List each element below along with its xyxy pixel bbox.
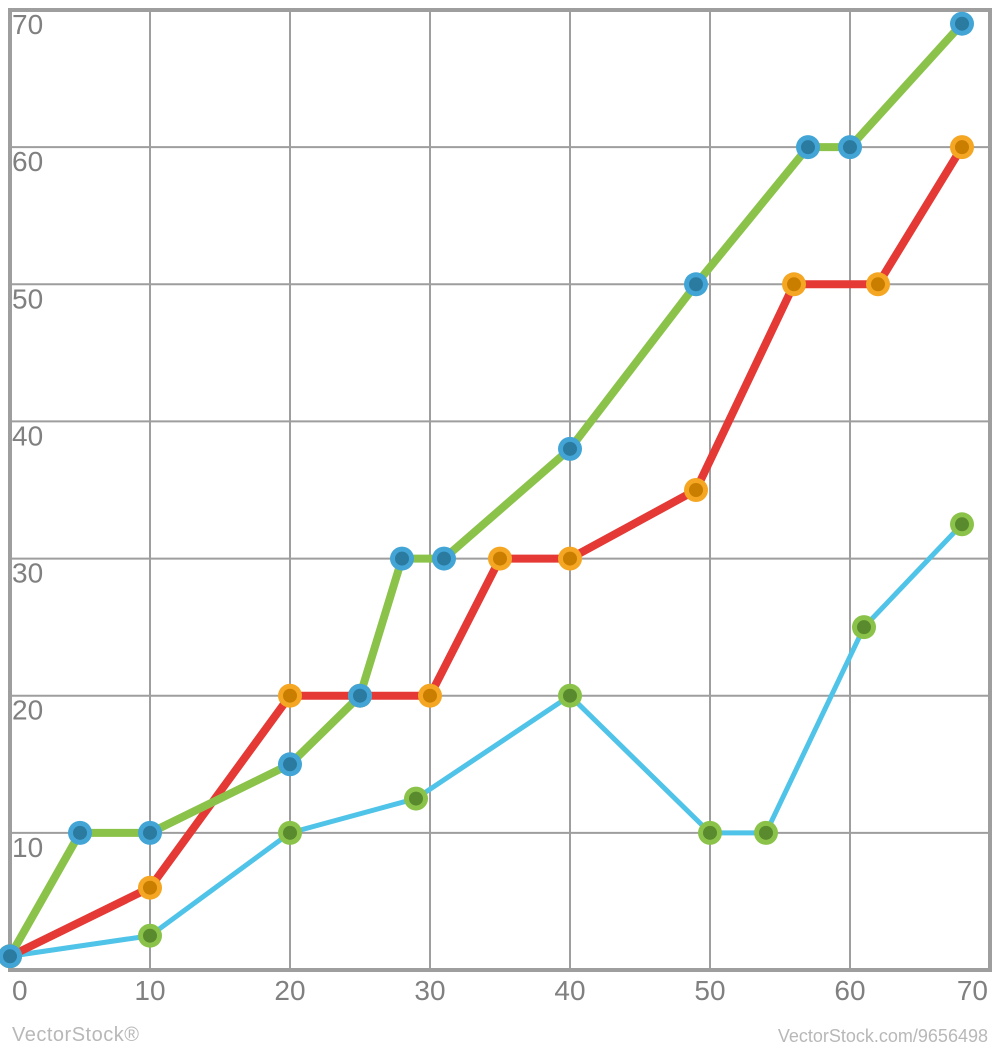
line-chart: 10 20 30 40 50 60 70 0 10 20 30 40 50 60 70 — [0, 0, 1000, 1057]
x-tick-label: 50 — [694, 975, 725, 1006]
marker-inner — [703, 826, 717, 840]
watermark-attribution: VectorStock.com/9656498 — [778, 1026, 988, 1047]
y-tick-label: 60 — [12, 146, 43, 177]
y-tick-label: 20 — [12, 695, 43, 726]
marker-inner — [143, 881, 157, 895]
marker-inner — [955, 140, 969, 154]
marker-inner — [143, 929, 157, 943]
marker-inner — [787, 277, 801, 291]
y-tick-label: 70 — [12, 9, 43, 40]
marker-inner — [409, 792, 423, 806]
marker-inner — [3, 949, 17, 963]
marker-inner — [423, 689, 437, 703]
marker-inner — [689, 277, 703, 291]
marker-inner — [353, 689, 367, 703]
marker-inner — [283, 826, 297, 840]
x-tick-label: 10 — [134, 975, 165, 1006]
marker-inner — [283, 757, 297, 771]
marker-inner — [563, 552, 577, 566]
x-tick-label: 70 — [957, 975, 988, 1006]
x-tick-label: 30 — [414, 975, 445, 1006]
marker-inner — [437, 552, 451, 566]
marker-inner — [955, 517, 969, 531]
marker-inner — [955, 17, 969, 31]
marker-inner — [563, 442, 577, 456]
marker-inner — [395, 552, 409, 566]
marker-inner — [143, 826, 157, 840]
marker-inner — [801, 140, 815, 154]
marker-inner — [843, 140, 857, 154]
watermark-brand: VectorStock® — [12, 1024, 139, 1047]
y-tick-label: 50 — [12, 283, 43, 314]
y-tick-label: 10 — [12, 832, 43, 863]
marker-inner — [493, 552, 507, 566]
marker-inner — [283, 689, 297, 703]
x-tick-label: 0 — [12, 975, 28, 1006]
y-tick-label: 30 — [12, 558, 43, 589]
chart-svg: 10 20 30 40 50 60 70 0 10 20 30 40 50 60 70 — [0, 0, 1000, 1057]
y-tick-label: 40 — [12, 420, 43, 451]
x-tick-label: 40 — [554, 975, 585, 1006]
marker-inner — [759, 826, 773, 840]
x-tick-label: 20 — [274, 975, 305, 1006]
marker-inner — [857, 620, 871, 634]
marker-inner — [73, 826, 87, 840]
x-tick-label: 60 — [834, 975, 865, 1006]
marker-inner — [871, 277, 885, 291]
marker-inner — [563, 689, 577, 703]
marker-inner — [689, 483, 703, 497]
